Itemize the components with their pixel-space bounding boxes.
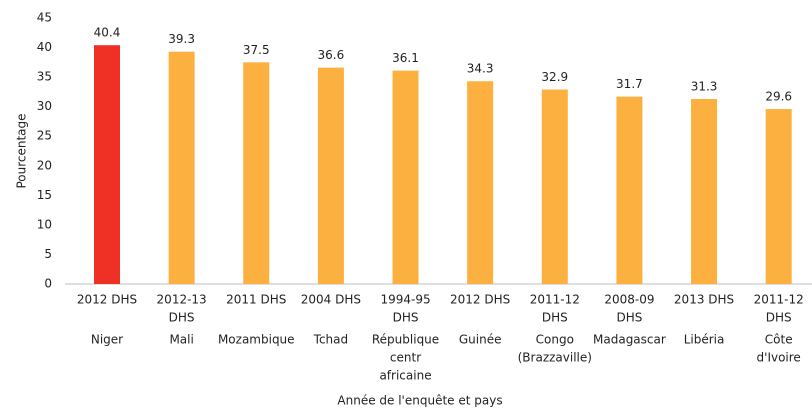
x-tick-label: africaine bbox=[379, 369, 431, 383]
bar bbox=[168, 51, 195, 285]
y-tick-label: 0 bbox=[44, 277, 52, 291]
x-tick-label: Tchad bbox=[313, 333, 348, 347]
value-label: 31.3 bbox=[691, 79, 718, 93]
x-tick-label: 2011-12 bbox=[754, 293, 804, 307]
value-label: 32.9 bbox=[541, 70, 568, 84]
x-tick-label: Côte bbox=[765, 333, 793, 347]
bar bbox=[317, 67, 344, 284]
bar bbox=[616, 96, 643, 285]
y-tick-label: 40 bbox=[37, 40, 52, 54]
x-tick-label: Mali bbox=[169, 333, 193, 347]
bar bbox=[243, 62, 270, 285]
x-tick-label: Niger bbox=[91, 333, 123, 347]
x-tick-label: DHS bbox=[616, 311, 642, 325]
x-tick-label: Congo bbox=[536, 333, 574, 347]
y-tick-label: 35 bbox=[37, 70, 52, 84]
bar bbox=[467, 81, 494, 284]
x-tick-label: 2013 DHS bbox=[674, 293, 734, 307]
x-tick-label: 2011 DHS bbox=[226, 293, 286, 307]
y-tick-label: 20 bbox=[37, 158, 52, 172]
value-label: 31.7 bbox=[616, 77, 643, 91]
x-tick-label: 2012 DHS bbox=[450, 293, 510, 307]
x-tick-label: 2004 DHS bbox=[301, 293, 361, 307]
x-tick-label: (Brazzaville) bbox=[518, 351, 592, 365]
value-label: 34.3 bbox=[467, 62, 494, 76]
x-tick-label: 2008-09 bbox=[604, 293, 654, 307]
value-label: 40.4 bbox=[94, 26, 121, 40]
y-tick-label: 45 bbox=[37, 11, 52, 25]
y-axis-title: Pourcentage bbox=[15, 113, 29, 188]
y-tick-label: 30 bbox=[37, 99, 52, 113]
bar bbox=[392, 70, 419, 284]
bar bbox=[765, 109, 792, 284]
x-tick-label: DHS bbox=[766, 311, 792, 325]
y-tick-label: 15 bbox=[37, 188, 52, 202]
value-label: 29.6 bbox=[765, 90, 792, 104]
x-axis-title: Année de l'enquête et pays bbox=[337, 394, 502, 408]
x-tick-label: 2012-13 bbox=[157, 293, 207, 307]
x-tick-label: DHS bbox=[542, 311, 568, 325]
x-tick-label: centr bbox=[390, 351, 421, 365]
x-tick-label: Libéria bbox=[684, 333, 725, 347]
y-tick-label: 10 bbox=[37, 217, 52, 231]
x-tick-label: DHS bbox=[169, 311, 195, 325]
x-tick-label: Guinée bbox=[459, 333, 502, 347]
value-label: 37.5 bbox=[243, 43, 270, 57]
y-tick-label: 5 bbox=[44, 247, 52, 261]
value-label: 39.3 bbox=[168, 32, 195, 46]
x-tick-label: République bbox=[372, 333, 439, 347]
x-tick-label: 2012 DHS bbox=[77, 293, 137, 307]
x-tick-label: 2011-12 bbox=[530, 293, 580, 307]
bar bbox=[94, 45, 120, 284]
y-tick-label: 25 bbox=[37, 129, 52, 143]
value-label: 36.6 bbox=[318, 48, 345, 62]
bar bbox=[691, 98, 718, 284]
x-tick-label: Mozambique bbox=[218, 333, 295, 347]
x-tick-label: d'Ivoire bbox=[757, 351, 801, 365]
x-tick-label: Madagascar bbox=[593, 333, 666, 347]
x-tick-label: 1994-95 bbox=[380, 293, 430, 307]
value-label: 36.1 bbox=[392, 51, 419, 65]
bar bbox=[541, 89, 568, 284]
x-tick-label: DHS bbox=[393, 311, 419, 325]
